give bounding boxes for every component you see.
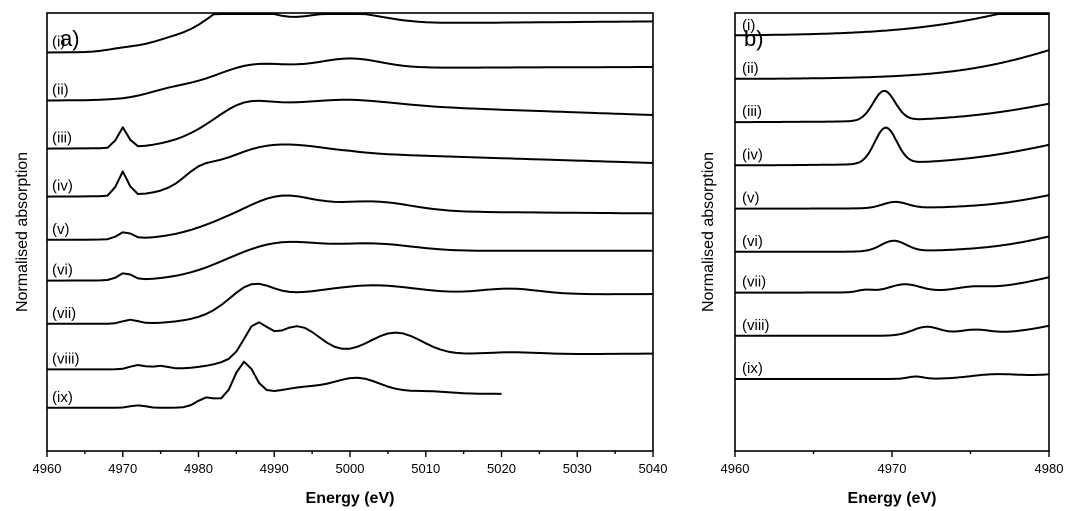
panel-b-series-labels: (i) (ii) (iii) (iv) (v) (vi) (vii) (viii) (ix) [742, 17, 770, 377]
panel-b: b) 4960 4970 4980 (i)(ii)(iii)(iv)(v)(vi)(… [700, 12, 1064, 507]
x-tick-label: 4980 [184, 461, 213, 476]
series-line-a-2 [47, 57, 653, 102]
series-line-b-8 [735, 324, 1050, 337]
panel-a-label: a) [60, 26, 80, 51]
x-tick-label: 4960 [721, 461, 750, 476]
x-tick-label: 5010 [411, 461, 440, 476]
series-line-a-3 [46, 98, 654, 150]
series-label-b-4: (iv) [742, 146, 763, 163]
x-tick-label: 5040 [639, 461, 668, 476]
series-label-a-2: (ii) [52, 82, 69, 99]
x-tick-label: 4990 [260, 461, 289, 476]
series-line-a-9 [47, 360, 502, 409]
series-line-b-4 [735, 126, 1050, 167]
series-label-a-4: (iv) [52, 178, 73, 195]
series-line-b-6 [735, 235, 1050, 253]
series-label-a-6: (vi) [52, 262, 73, 279]
series-label-a-1: (i) [52, 34, 65, 51]
series-line-a-6 [47, 240, 653, 282]
series-line-b-1 [735, 13, 1049, 37]
series-label-b-7: (vii) [742, 274, 766, 291]
series-label-b-8: (viii) [742, 317, 770, 334]
series-label-a-8: (viii) [52, 350, 80, 367]
panel-a-y-axis-label: Normalised absorption [14, 152, 31, 312]
panel-a-frame [46, 12, 654, 452]
series-label-a-3: (iii) [52, 130, 72, 147]
series-label-b-2: (ii) [742, 60, 759, 77]
series-label-a-9: (ix) [52, 389, 73, 406]
series-line-a-8 [47, 321, 653, 371]
x-tick-label: 4970 [108, 461, 137, 476]
panel-b-y-axis-label: Normalised absorption [700, 152, 717, 312]
series-line-a-5 [47, 194, 654, 241]
series-line-b-3 [735, 89, 1050, 124]
series-line-b-9 [735, 373, 1050, 380]
panel-b-x-axis-label: Energy (eV) [848, 490, 937, 507]
x-tick-label: 5030 [563, 461, 592, 476]
series-line-b-5 [735, 194, 1050, 210]
panel-a-traces [46, 13, 654, 409]
panel-a-series-labels: (i) (ii) (iii) (iv) (v) (vi) (vii) (viii) (ix) [52, 34, 80, 406]
x-tick-label: 4980 [1035, 461, 1064, 476]
series-line-a-4 [46, 143, 654, 198]
series-label-b-3: (iii) [742, 103, 762, 120]
x-tick-label: 5000 [336, 461, 365, 476]
panel-b-label: b) [744, 26, 764, 51]
series-label-b-6: (vi) [742, 233, 763, 250]
series-line-a-1 [46, 13, 654, 54]
panel-b-traces [735, 13, 1050, 380]
panel-b-x-ticks: 4960 4970 4980 [721, 451, 1064, 476]
series-label-b-1: (i) [742, 17, 755, 34]
series-label-a-7: (vii) [52, 305, 76, 322]
series-label-b-9: (ix) [742, 360, 763, 377]
series-line-b-2 [735, 49, 1050, 80]
series-line-b-7 [735, 276, 1050, 294]
x-tick-label: 4960 [33, 461, 62, 476]
x-tick-label: 5020 [487, 461, 516, 476]
panel-a: a) 4960 4970 4980 4990 5000 5010 5020 5030 5040 … [14, 12, 668, 507]
series-label-b-5: (v) [742, 190, 760, 207]
x-tick-label: 4970 [878, 461, 907, 476]
panel-a-x-axis-label: Energy (eV) [306, 490, 395, 507]
series-label-a-5: (v) [52, 221, 70, 238]
panel-a-x-ticks: 4960 4970 4980 4990 5000 5010 5020 5030 5040 [33, 451, 668, 476]
series-line-a-7 [47, 282, 654, 325]
